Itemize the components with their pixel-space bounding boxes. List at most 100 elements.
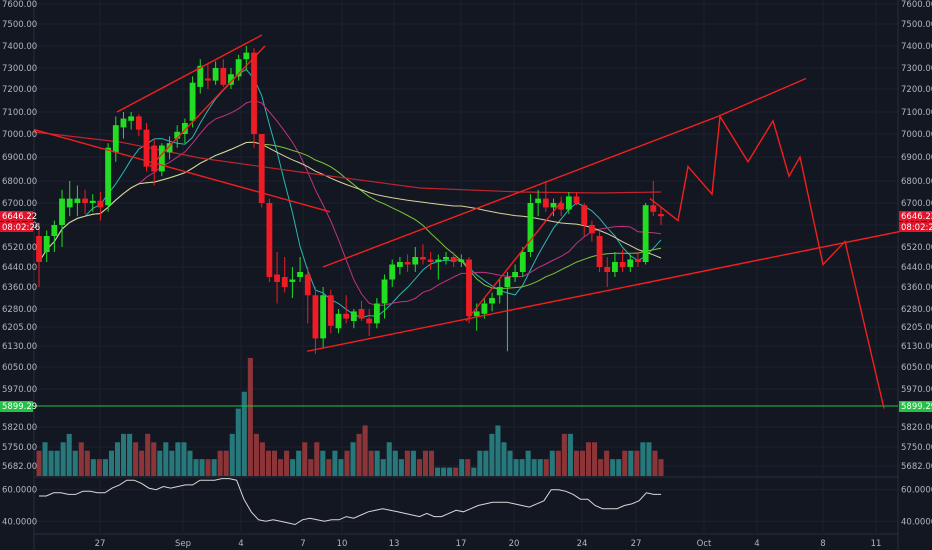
price-badge-bg-left bbox=[0, 211, 33, 221]
candle-body bbox=[97, 200, 104, 208]
candle-body bbox=[481, 303, 488, 314]
candle-body bbox=[66, 198, 73, 208]
candle-body bbox=[519, 252, 526, 272]
volume-bar bbox=[278, 459, 284, 476]
candle-body bbox=[550, 203, 557, 208]
volume-bar bbox=[404, 450, 410, 476]
volume-bar bbox=[114, 442, 121, 476]
volume-bar bbox=[54, 450, 60, 476]
price-badge-left: 6646.22 bbox=[2, 212, 37, 222]
volume-bar bbox=[622, 450, 628, 476]
volume-bar bbox=[501, 442, 507, 476]
volume-bar bbox=[646, 442, 652, 476]
candle-body bbox=[128, 116, 135, 121]
price-tick-left: 7300.00 bbox=[2, 64, 37, 74]
price-badge-bg-right bbox=[899, 211, 932, 221]
price-tick-right: 7300.00 bbox=[901, 64, 932, 74]
candle-body bbox=[581, 205, 588, 225]
volume-bar bbox=[139, 450, 145, 476]
candle-body bbox=[197, 65, 204, 87]
candle-body bbox=[135, 116, 142, 130]
candle-body bbox=[381, 279, 388, 304]
candle-body bbox=[335, 313, 342, 329]
candle-body bbox=[443, 257, 449, 260]
volume-bar bbox=[326, 459, 332, 476]
ma-long bbox=[38, 141, 662, 263]
level-badge-bg-left bbox=[0, 401, 33, 412]
candle-body bbox=[174, 131, 181, 139]
volume-bar bbox=[60, 442, 66, 476]
price-tick-right: 6440.00 bbox=[901, 263, 932, 273]
candle-body bbox=[112, 125, 119, 153]
volume-bar bbox=[658, 459, 664, 476]
volume-bar bbox=[265, 450, 272, 476]
price-tick-right: 7100.00 bbox=[901, 108, 932, 118]
ma-red bbox=[33, 131, 662, 194]
moving-averages bbox=[33, 68, 662, 319]
volume-bar bbox=[592, 442, 598, 476]
time-tick: 20 bbox=[509, 539, 520, 549]
volume-bar bbox=[374, 450, 380, 476]
volume-bars bbox=[36, 358, 664, 476]
candle-body bbox=[650, 205, 657, 212]
candle-body bbox=[212, 68, 219, 81]
price-tick-right: 7000.00 bbox=[901, 130, 932, 140]
time-axis[interactable]: 27 Sep 4 7 10 13 17 20 24 27 Oct 4 8 11 bbox=[95, 539, 882, 549]
candle-body bbox=[74, 198, 81, 203]
trendlines bbox=[33, 34, 932, 409]
candlesticks bbox=[36, 46, 664, 354]
candle-body bbox=[558, 203, 565, 210]
volume-bar bbox=[66, 433, 72, 476]
candle-body bbox=[89, 200, 96, 203]
volume-bar bbox=[72, 450, 78, 476]
candle-body bbox=[297, 272, 304, 277]
price-tick-right: 7400.00 bbox=[901, 42, 932, 52]
volume-bar bbox=[555, 450, 561, 476]
candle-body bbox=[327, 295, 334, 326]
volume-bar bbox=[169, 450, 175, 476]
volume-bar bbox=[465, 459, 471, 476]
price-tick-right: 5820.00 bbox=[901, 423, 932, 433]
volume-bar bbox=[145, 433, 151, 476]
candle-body bbox=[619, 262, 626, 267]
price-tick-right: 7200.00 bbox=[901, 85, 932, 95]
volume-bar bbox=[78, 442, 84, 476]
volume-bar bbox=[332, 450, 338, 476]
volume-bar bbox=[229, 433, 235, 476]
price-tick-left: 7200.00 bbox=[2, 85, 37, 95]
candle-body bbox=[565, 196, 572, 210]
time-tick: 27 bbox=[95, 539, 106, 549]
volume-bar bbox=[90, 459, 96, 476]
volume-bar bbox=[193, 459, 199, 476]
candle-body bbox=[412, 257, 419, 265]
level-badge-bg-right bbox=[899, 401, 932, 412]
volume-bar bbox=[477, 450, 483, 476]
candle-body bbox=[220, 68, 227, 85]
time-tick: Oct bbox=[697, 539, 712, 549]
price-tick-left: 6280.00 bbox=[2, 305, 37, 315]
volume-bar bbox=[410, 450, 416, 476]
trendline bbox=[149, 45, 266, 168]
price-tick-left: 5750.00 bbox=[2, 443, 37, 453]
volume-bar bbox=[121, 433, 127, 476]
volume-bar bbox=[127, 433, 133, 476]
volume-bar bbox=[531, 459, 537, 476]
candle-body bbox=[658, 214, 664, 217]
price-axis-right[interactable]: 7600.00 7500.00 7400.00 7300.00 7200.00 7100.… bbox=[901, 0, 932, 527]
volume-bar bbox=[422, 450, 429, 476]
volume-bar bbox=[537, 459, 543, 476]
candle-body bbox=[281, 277, 288, 287]
candle-body bbox=[43, 236, 50, 252]
candle-body bbox=[404, 262, 411, 265]
price-tick-left: 7400.00 bbox=[2, 42, 37, 52]
candle-body bbox=[612, 262, 618, 272]
volume-bar bbox=[84, 450, 90, 476]
volume-bar bbox=[302, 442, 308, 476]
volume-bar bbox=[392, 450, 398, 476]
volume-bar bbox=[507, 450, 513, 476]
volume-bar bbox=[598, 459, 604, 476]
oscillator-pane bbox=[34, 478, 898, 526]
candle-body bbox=[243, 52, 250, 60]
volume-bar bbox=[628, 450, 634, 476]
